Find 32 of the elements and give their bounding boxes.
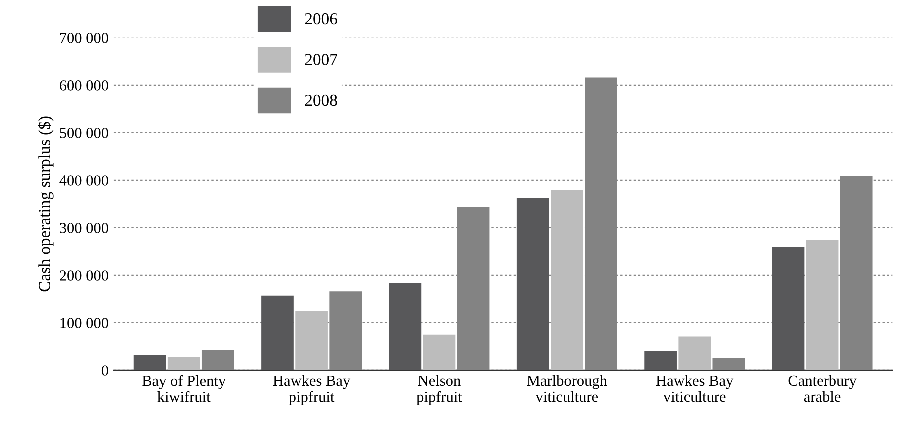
legend-label: 2007 [305, 54, 338, 66]
y-tick-label: 100 000 [60, 318, 108, 328]
bar [772, 247, 805, 370]
legend-label: 2006 [305, 13, 338, 25]
y-tick-label: 0 [102, 366, 108, 376]
bar [168, 357, 200, 370]
x-tick-label: Canterbury arable [788, 375, 857, 402]
y-tick-label: 300 000 [60, 223, 108, 234]
bar [551, 190, 584, 370]
bar [678, 336, 712, 370]
legend-label: 2008 [305, 94, 338, 106]
bar [389, 284, 422, 370]
x-tick-label: Hawkes Bay pipfruit [273, 375, 351, 406]
y-tick-label: 500 000 [60, 128, 108, 138]
bar [296, 311, 328, 370]
bar [262, 296, 294, 370]
bar [202, 350, 234, 370]
y-tick-label: 400 000 [60, 176, 108, 186]
bar [644, 351, 677, 370]
bar [516, 198, 550, 370]
x-tick-label: Bay of Plenty kiwifruit [142, 375, 226, 402]
x-tick-label: Hawkes Bay viticulture [656, 375, 734, 402]
y-axis-title: Cash operating surplus ($) [38, 116, 54, 292]
y-tick-label: 200 000 [60, 270, 108, 281]
x-tick-label: Nelson pipfruit [416, 375, 462, 406]
bar [134, 355, 166, 370]
y-tick-label: 600 000 [60, 80, 108, 91]
bar [423, 334, 456, 370]
bar [806, 240, 839, 370]
x-tick-label: Marlborough viticulture [527, 375, 608, 402]
y-tick-label: 700 000 [60, 33, 108, 44]
bar [712, 358, 746, 370]
